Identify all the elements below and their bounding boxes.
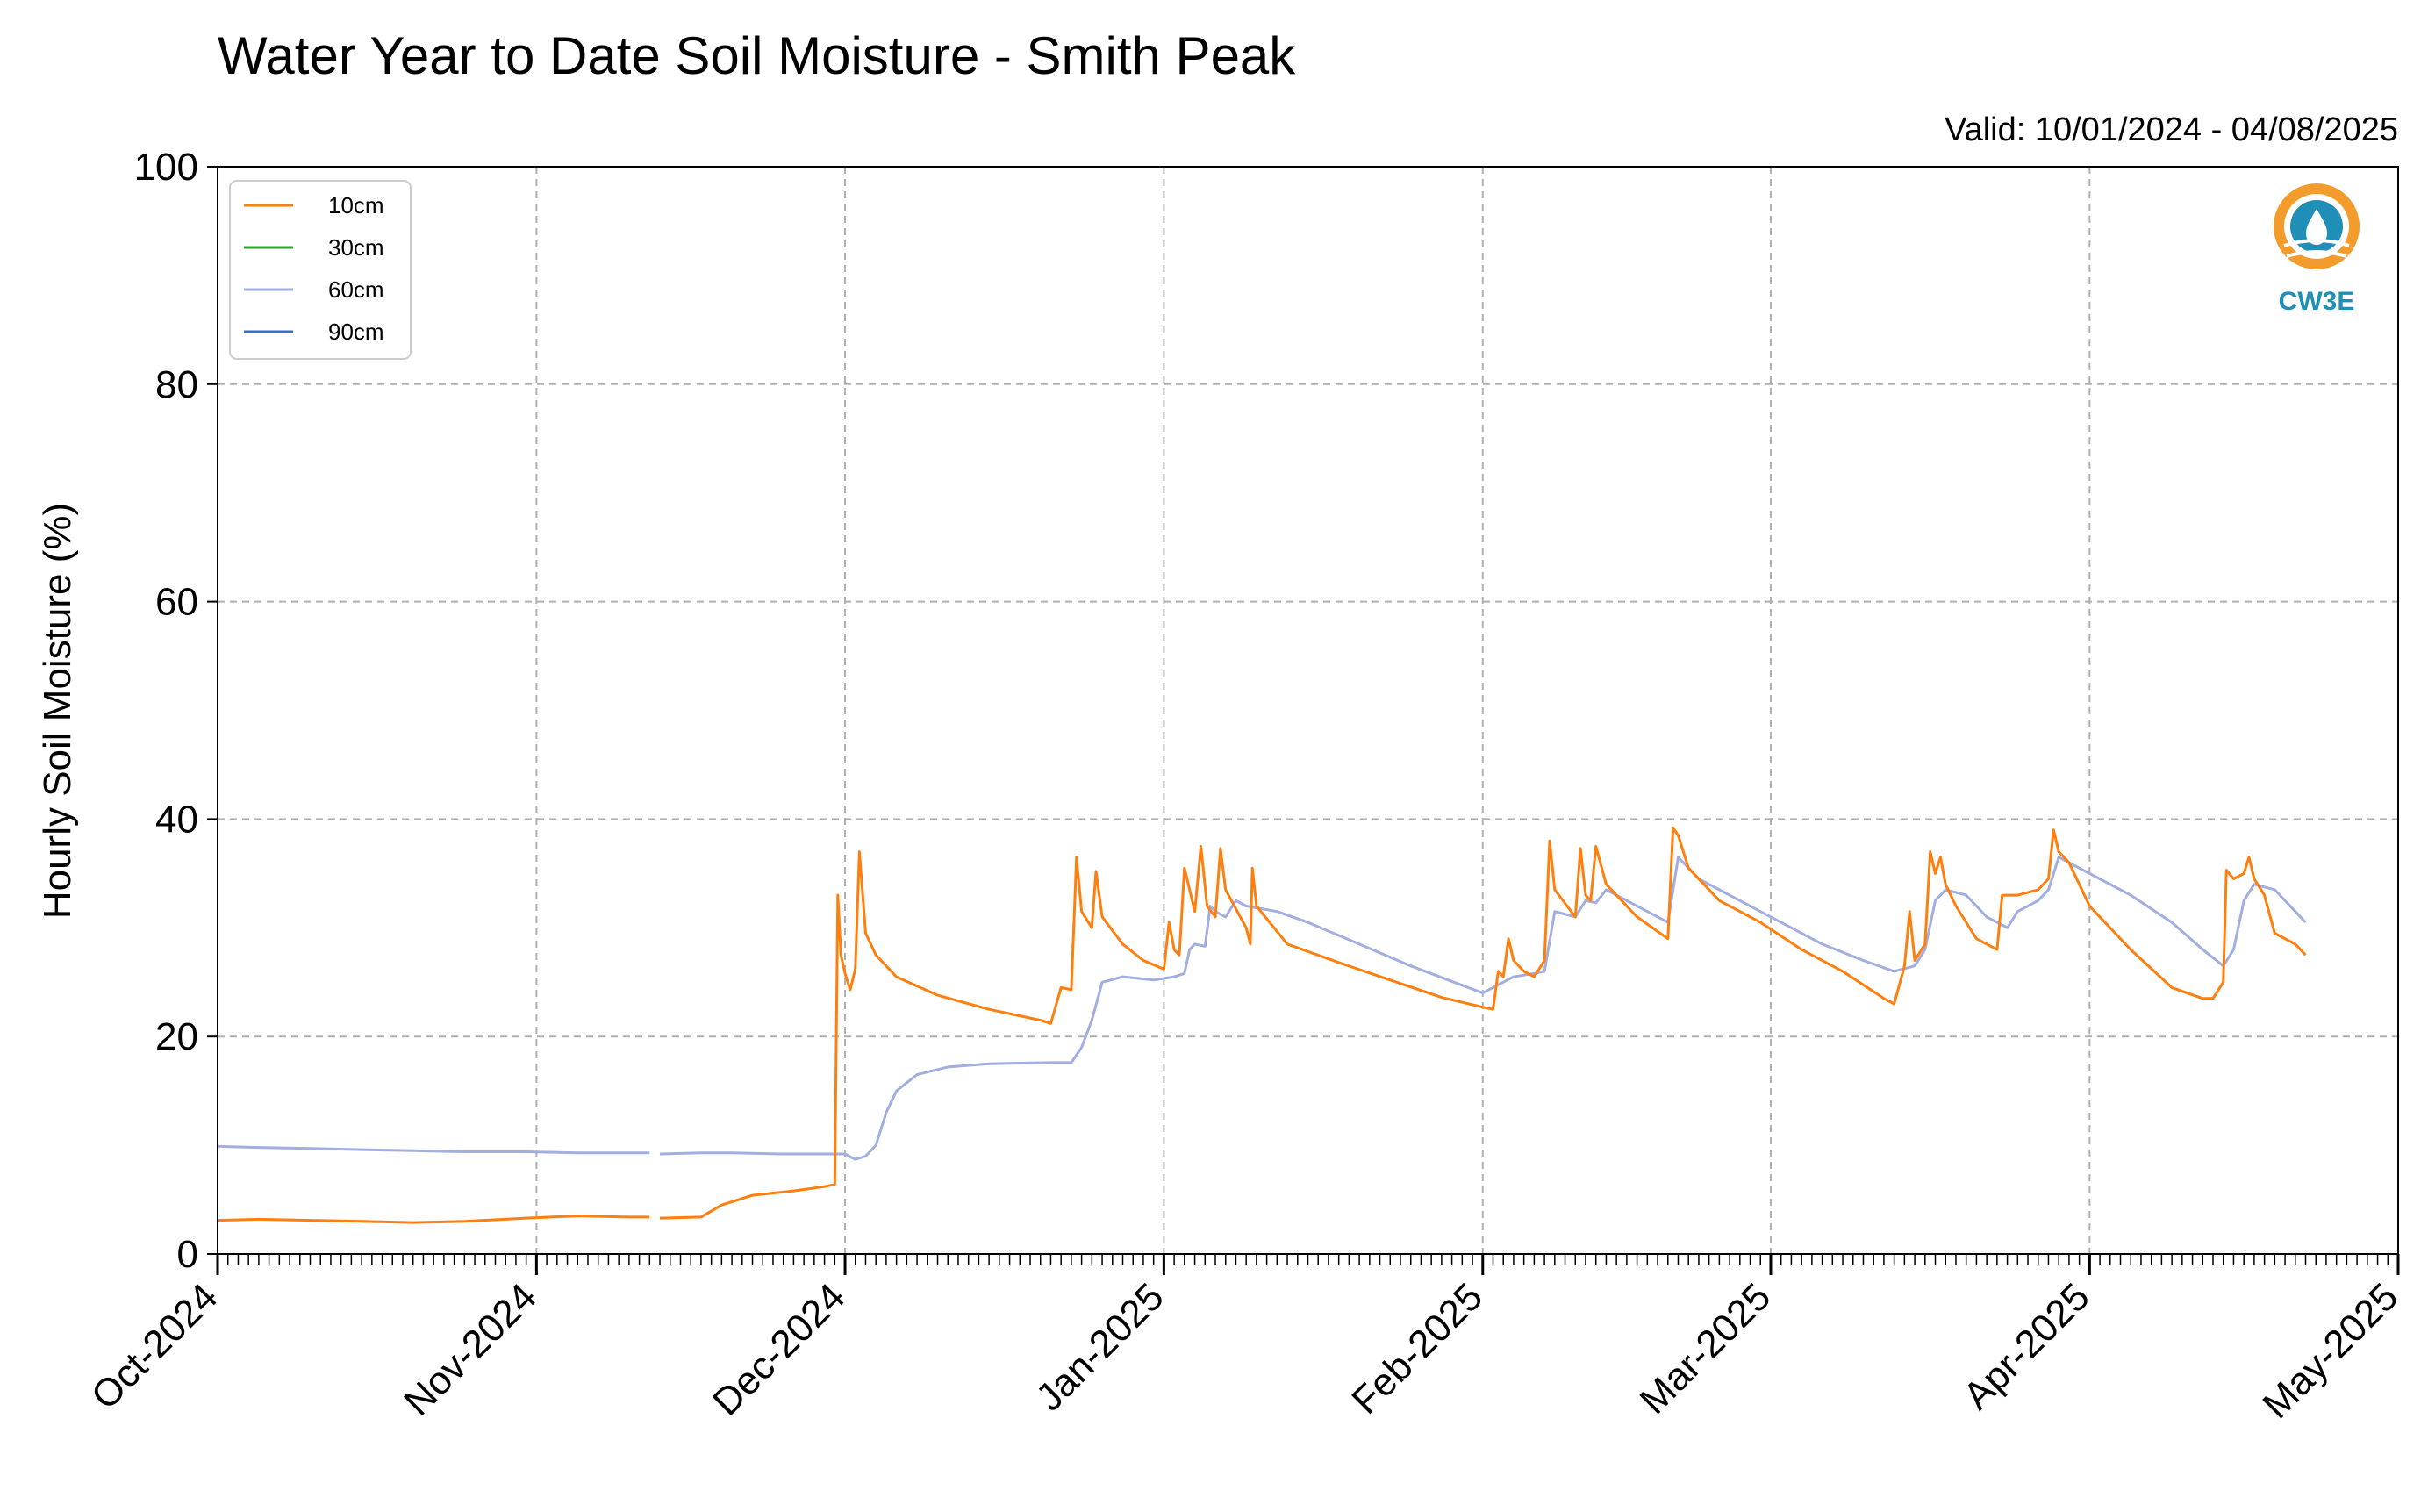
legend-label-90cm: 90cm (328, 319, 384, 345)
series-layer (217, 826, 2307, 1224)
legend-label-10cm: 10cm (328, 192, 384, 219)
chart-subtitle: Valid: 10/01/2024 - 04/08/2025 (1945, 111, 2398, 148)
cw3e-logo: CW3E (2274, 183, 2360, 316)
y-axis-label: Hourly Soil Moisture (%) (36, 503, 79, 919)
logo-wave-icon (2283, 239, 2350, 247)
series-line-10cm (217, 826, 2307, 1224)
grid-lines (218, 167, 2398, 1254)
legend-label-30cm: 30cm (328, 234, 384, 261)
y-tick-label: 100 (134, 146, 198, 189)
legend-box (229, 180, 412, 360)
chart-title: Water Year to Date Soil Moisture - Smith… (218, 26, 1296, 85)
logo-wave-icon-2 (2286, 250, 2347, 258)
logo-text: CW3E (2279, 287, 2355, 316)
y-tick-label: 60 (155, 581, 198, 624)
y-axis: 0 20 40 60 80 100 (134, 146, 218, 1276)
y-tick-label: 80 (155, 363, 198, 406)
y-tick-label: 40 (155, 798, 198, 841)
y-tick-label: 20 (155, 1015, 198, 1058)
legend: 10cm 30cm 60cm 90cm (229, 180, 412, 360)
y-tick-label: 0 (177, 1233, 198, 1276)
series-line-60cm (217, 856, 2307, 1161)
water-drop-icon (2306, 209, 2327, 245)
legend-label-60cm: 60cm (328, 276, 384, 303)
